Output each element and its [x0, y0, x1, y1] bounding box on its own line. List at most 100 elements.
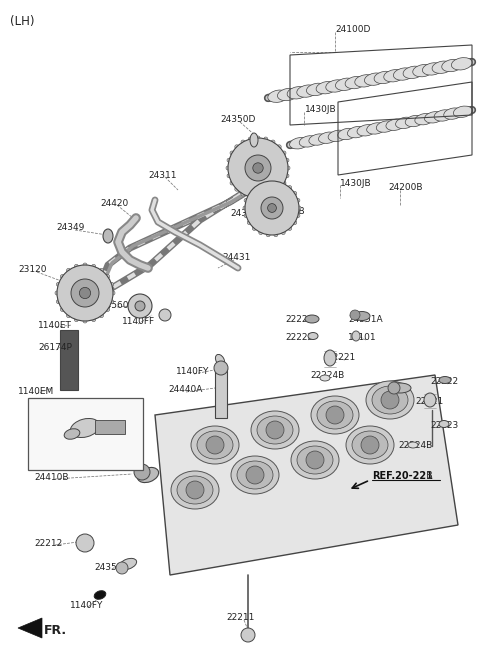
Ellipse shape [299, 136, 318, 147]
Ellipse shape [74, 264, 78, 268]
Ellipse shape [345, 76, 366, 89]
Text: 1140FY: 1140FY [176, 368, 209, 376]
Ellipse shape [177, 476, 213, 504]
Ellipse shape [454, 106, 472, 117]
Text: FR.: FR. [44, 623, 67, 637]
Ellipse shape [268, 90, 288, 102]
Ellipse shape [259, 231, 263, 235]
Text: 24431: 24431 [222, 254, 251, 262]
Ellipse shape [309, 134, 328, 145]
Text: 22221: 22221 [327, 353, 355, 362]
Bar [28, 398, 143, 470]
Ellipse shape [67, 268, 71, 272]
Ellipse shape [297, 446, 333, 474]
Text: 24200B: 24200B [388, 183, 422, 192]
Polygon shape [18, 618, 42, 638]
Text: 1140ET: 1140ET [38, 320, 72, 330]
Ellipse shape [227, 158, 231, 162]
Ellipse shape [282, 151, 286, 155]
Ellipse shape [352, 331, 360, 341]
Circle shape [266, 421, 284, 439]
Circle shape [306, 451, 324, 469]
Circle shape [350, 310, 360, 320]
Ellipse shape [250, 133, 258, 147]
Text: 24370B: 24370B [270, 208, 305, 217]
Circle shape [246, 466, 264, 484]
Text: REF.20-221: REF.20-221 [372, 471, 433, 481]
Ellipse shape [338, 129, 357, 140]
Ellipse shape [235, 187, 239, 191]
Circle shape [245, 181, 299, 235]
Circle shape [79, 287, 91, 299]
Circle shape [268, 204, 276, 212]
Ellipse shape [111, 291, 115, 295]
Text: 26174P: 26174P [38, 343, 72, 353]
Text: 24410B: 24410B [34, 473, 69, 482]
Text: 22224B: 22224B [310, 372, 344, 380]
Ellipse shape [424, 393, 436, 407]
Ellipse shape [264, 195, 268, 199]
Ellipse shape [99, 268, 104, 272]
Text: 22222: 22222 [285, 316, 313, 324]
Text: 21377: 21377 [380, 386, 408, 395]
Ellipse shape [99, 314, 104, 318]
Circle shape [76, 534, 94, 552]
Ellipse shape [442, 59, 463, 72]
Text: 24551A: 24551A [348, 316, 383, 324]
Text: 1430JB: 1430JB [340, 179, 372, 188]
Text: 24361A: 24361A [230, 210, 264, 219]
Circle shape [228, 138, 288, 198]
Ellipse shape [235, 145, 239, 149]
Ellipse shape [317, 401, 353, 429]
Text: 24412E: 24412E [55, 430, 89, 440]
Ellipse shape [297, 85, 318, 98]
Text: 24311: 24311 [148, 171, 177, 179]
Ellipse shape [308, 333, 318, 339]
Ellipse shape [120, 558, 137, 569]
Ellipse shape [354, 312, 370, 320]
Ellipse shape [103, 229, 113, 243]
Circle shape [381, 391, 399, 409]
Circle shape [261, 197, 283, 219]
Circle shape [57, 265, 113, 321]
Ellipse shape [277, 145, 281, 149]
Ellipse shape [230, 181, 234, 185]
Ellipse shape [293, 221, 297, 225]
Ellipse shape [83, 263, 87, 267]
Text: 24350D: 24350D [220, 115, 255, 125]
Ellipse shape [94, 590, 106, 599]
Text: 1140EM: 1140EM [18, 387, 54, 397]
Circle shape [326, 406, 344, 424]
Ellipse shape [434, 110, 453, 121]
Ellipse shape [413, 65, 433, 77]
Ellipse shape [264, 137, 268, 141]
Circle shape [134, 464, 150, 480]
Ellipse shape [444, 108, 463, 119]
Ellipse shape [367, 123, 386, 134]
Ellipse shape [408, 442, 418, 448]
Ellipse shape [60, 275, 64, 279]
Ellipse shape [282, 181, 286, 185]
Ellipse shape [328, 130, 347, 142]
Ellipse shape [241, 140, 245, 144]
Circle shape [135, 301, 145, 311]
Ellipse shape [305, 315, 319, 323]
Ellipse shape [297, 206, 301, 210]
Circle shape [206, 436, 224, 454]
Ellipse shape [386, 119, 405, 130]
Ellipse shape [374, 71, 395, 84]
Ellipse shape [137, 467, 158, 482]
Text: 1430JB: 1430JB [305, 105, 336, 115]
Ellipse shape [257, 416, 293, 444]
Bar [215, 368, 227, 418]
Text: 24100D: 24100D [335, 26, 371, 34]
Ellipse shape [244, 214, 248, 217]
Ellipse shape [92, 318, 96, 322]
Ellipse shape [109, 282, 114, 287]
Ellipse shape [389, 383, 411, 393]
Circle shape [159, 309, 171, 321]
Ellipse shape [56, 300, 60, 304]
Text: 1140FY: 1140FY [70, 602, 103, 610]
Ellipse shape [277, 88, 298, 101]
Ellipse shape [248, 137, 252, 141]
